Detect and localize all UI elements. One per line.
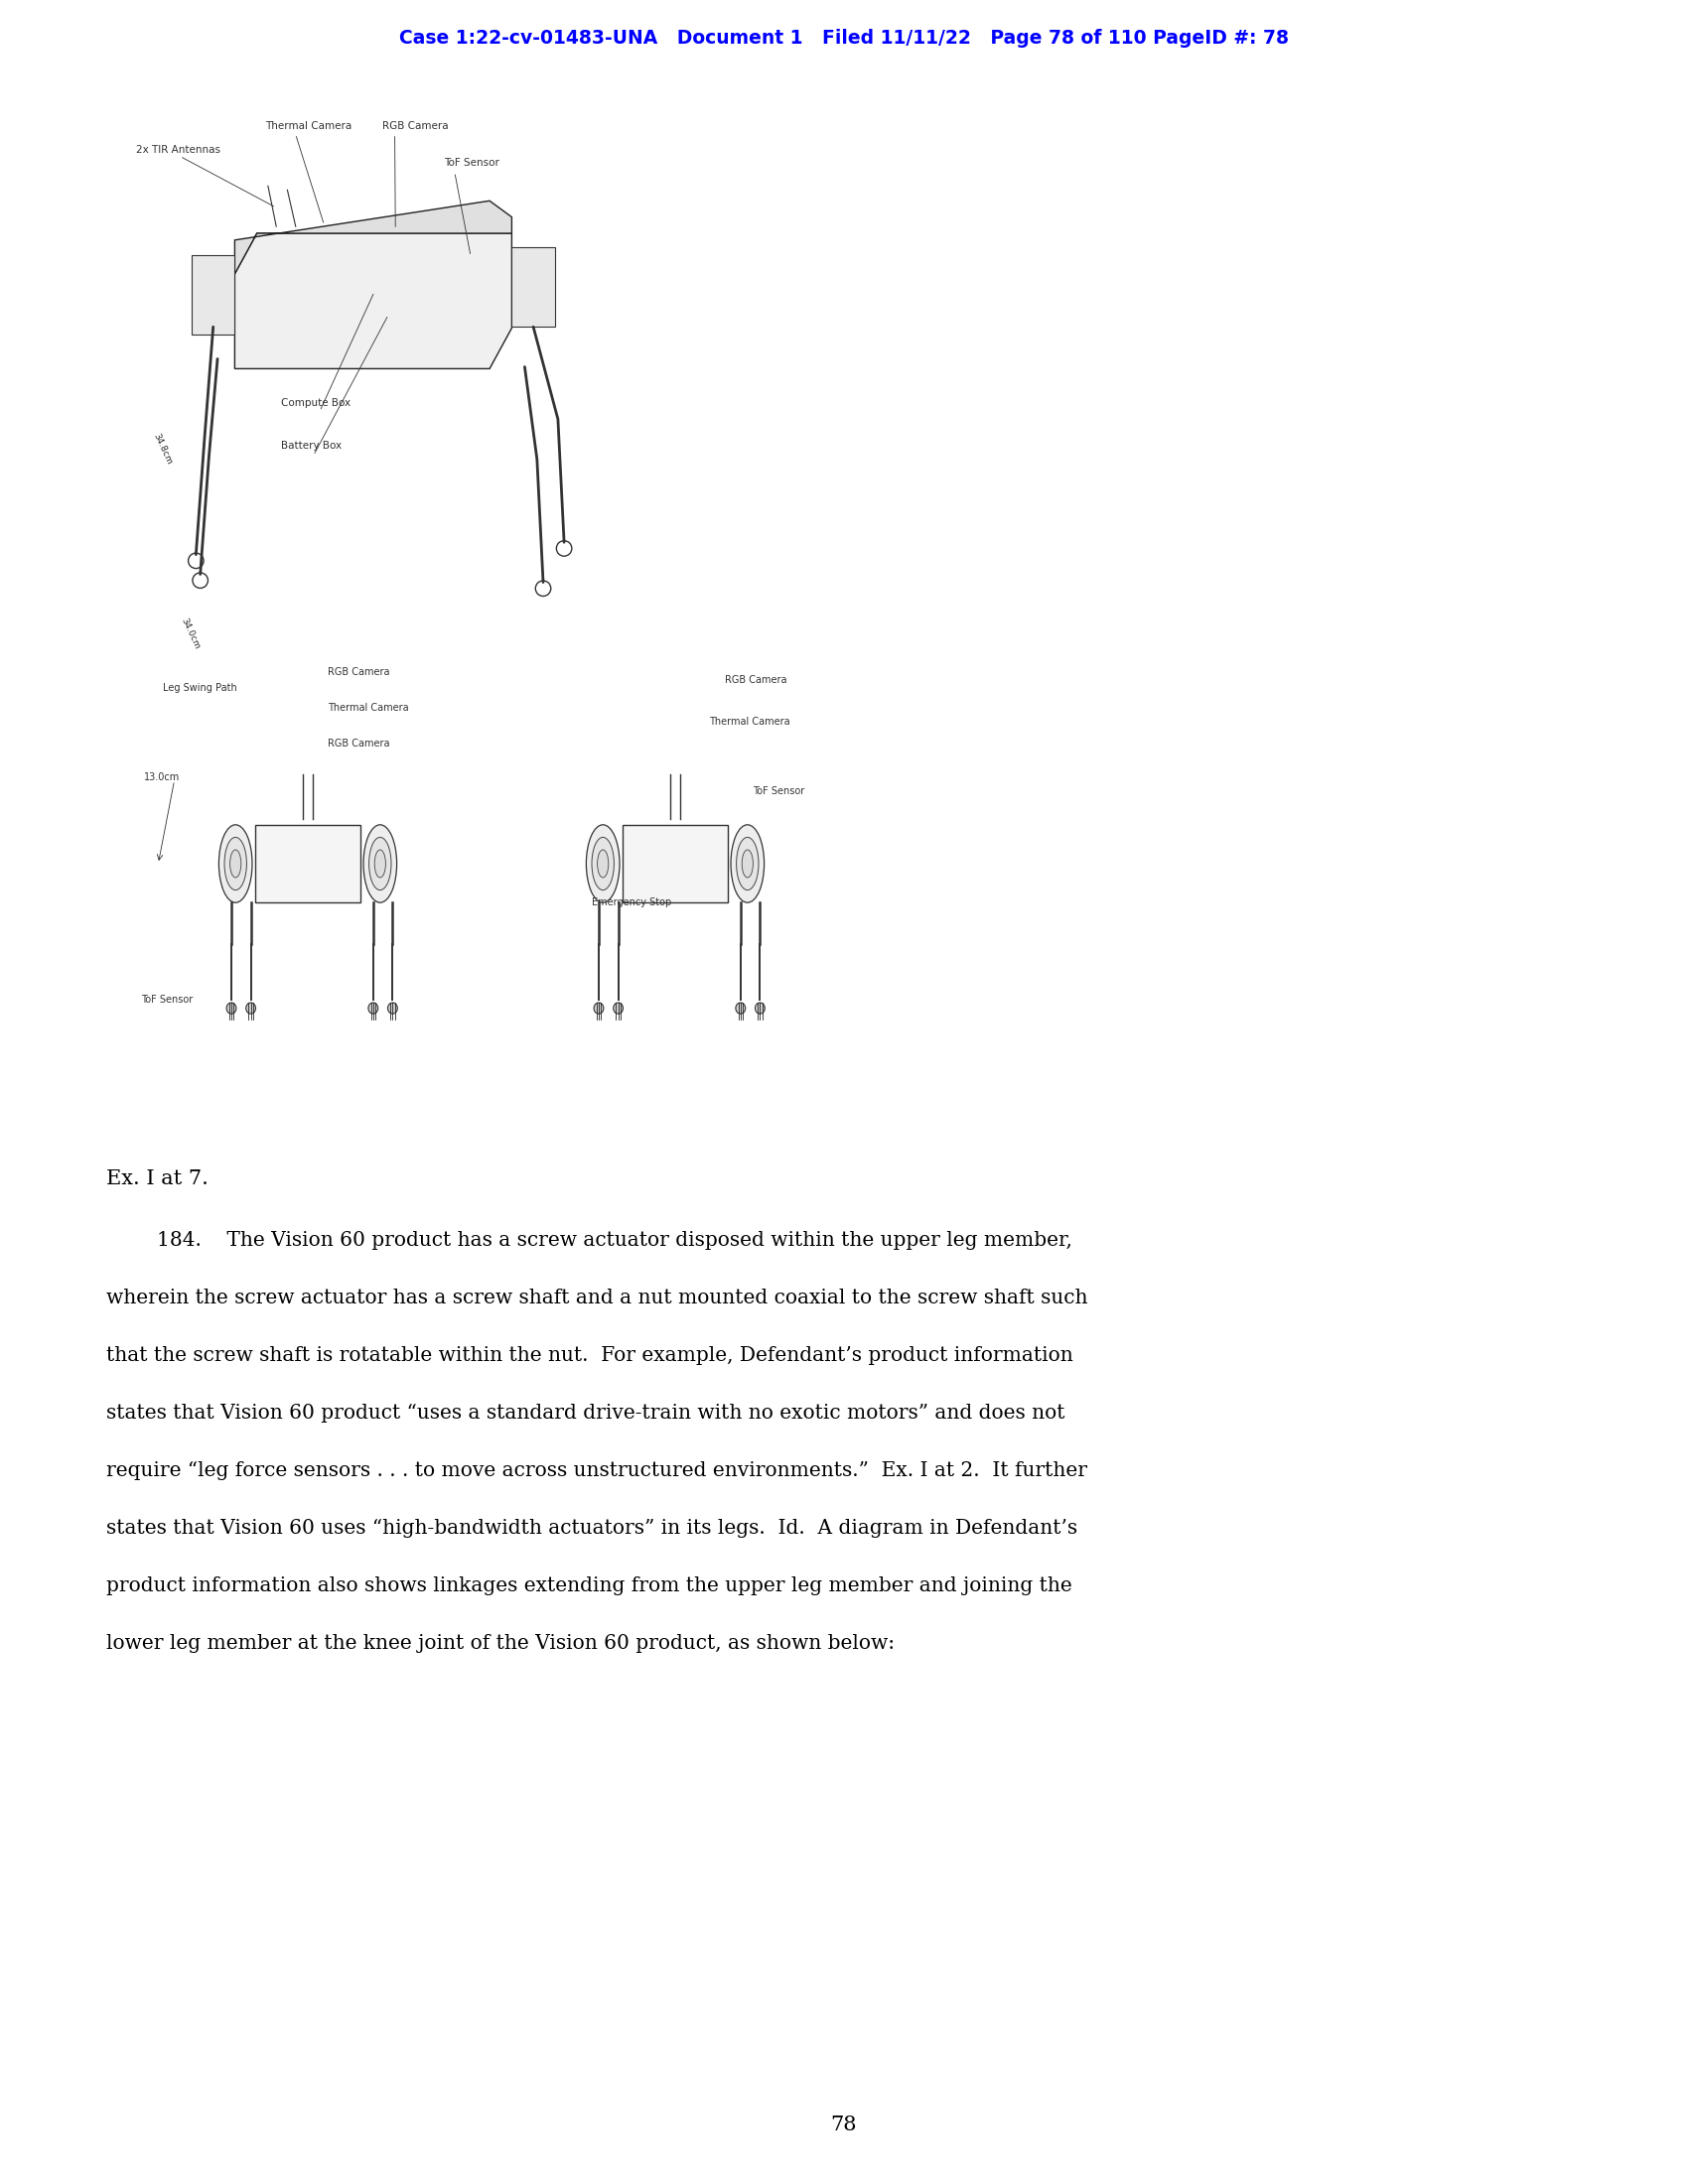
Bar — [192, 256, 235, 334]
Text: Compute Box: Compute Box — [280, 397, 351, 408]
Text: ToF Sensor: ToF Sensor — [444, 157, 500, 168]
Ellipse shape — [388, 1002, 397, 1013]
Ellipse shape — [230, 850, 241, 878]
Bar — [623, 826, 728, 902]
Ellipse shape — [736, 1002, 746, 1013]
Text: 2x TIR Antennas: 2x TIR Antennas — [137, 146, 221, 155]
Text: RGB Camera: RGB Camera — [327, 738, 390, 749]
Ellipse shape — [592, 836, 614, 891]
Text: ToF Sensor: ToF Sensor — [753, 786, 805, 797]
Text: states that Vision 60 product “uses a standard drive-train with no exotic motors: states that Vision 60 product “uses a st… — [106, 1404, 1065, 1422]
Text: wherein the screw actuator has a screw shaft and a nut mounted coaxial to the sc: wherein the screw actuator has a screw s… — [106, 1289, 1087, 1308]
Text: that the screw shaft is rotatable within the nut.  For example, Defendant’s prod: that the screw shaft is rotatable within… — [106, 1345, 1074, 1365]
Ellipse shape — [375, 850, 385, 878]
Polygon shape — [235, 234, 511, 369]
Ellipse shape — [594, 1002, 604, 1013]
Text: Ex. I at 7.: Ex. I at 7. — [106, 1168, 208, 1188]
Ellipse shape — [225, 836, 246, 891]
Text: require “leg force sensors . . . to move across unstructured environments.”  Ex.: require “leg force sensors . . . to move… — [106, 1461, 1087, 1481]
Text: RGB Camera: RGB Camera — [327, 666, 390, 677]
Ellipse shape — [226, 1002, 236, 1013]
Ellipse shape — [370, 836, 392, 891]
Ellipse shape — [598, 850, 608, 878]
Bar — [511, 247, 555, 328]
Text: 34.0cm: 34.0cm — [179, 616, 201, 651]
Ellipse shape — [586, 826, 619, 902]
Bar — [255, 826, 361, 902]
Text: 34.8cm: 34.8cm — [152, 432, 174, 465]
Ellipse shape — [613, 1002, 623, 1013]
Text: Thermal Camera: Thermal Camera — [265, 120, 353, 131]
Ellipse shape — [736, 836, 758, 891]
Ellipse shape — [363, 826, 397, 902]
Text: Thermal Camera: Thermal Camera — [709, 716, 790, 727]
Ellipse shape — [731, 826, 765, 902]
Text: lower leg member at the knee joint of the Vision 60 product, as shown below:: lower leg member at the knee joint of th… — [106, 1634, 895, 1653]
Text: states that Vision 60 uses “high-bandwidth actuators” in its legs.  Id.  A diagr: states that Vision 60 uses “high-bandwid… — [106, 1518, 1077, 1538]
Ellipse shape — [743, 850, 753, 878]
Text: ToF Sensor: ToF Sensor — [142, 994, 192, 1005]
Text: RGB Camera: RGB Camera — [726, 675, 787, 686]
Text: Case 1:22-cv-01483-UNA   Document 1   Filed 11/11/22   Page 78 of 110 PageID #: : Case 1:22-cv-01483-UNA Document 1 Filed … — [398, 28, 1290, 48]
Text: Emergency Stop: Emergency Stop — [592, 898, 672, 906]
Text: 78: 78 — [830, 2114, 858, 2134]
Text: Thermal Camera: Thermal Camera — [327, 703, 408, 712]
Text: 13.0cm: 13.0cm — [143, 773, 179, 782]
Text: RGB Camera: RGB Camera — [383, 120, 449, 131]
Text: product information also shows linkages extending from the upper leg member and : product information also shows linkages … — [106, 1577, 1072, 1594]
Polygon shape — [235, 201, 511, 273]
Ellipse shape — [246, 1002, 255, 1013]
Ellipse shape — [755, 1002, 765, 1013]
Text: Leg Swing Path: Leg Swing Path — [164, 684, 238, 692]
Ellipse shape — [219, 826, 252, 902]
Text: 184.    The Vision 60 product has a screw actuator disposed within the upper leg: 184. The Vision 60 product has a screw a… — [106, 1232, 1072, 1249]
Text: Battery Box: Battery Box — [280, 441, 341, 450]
Ellipse shape — [368, 1002, 378, 1013]
